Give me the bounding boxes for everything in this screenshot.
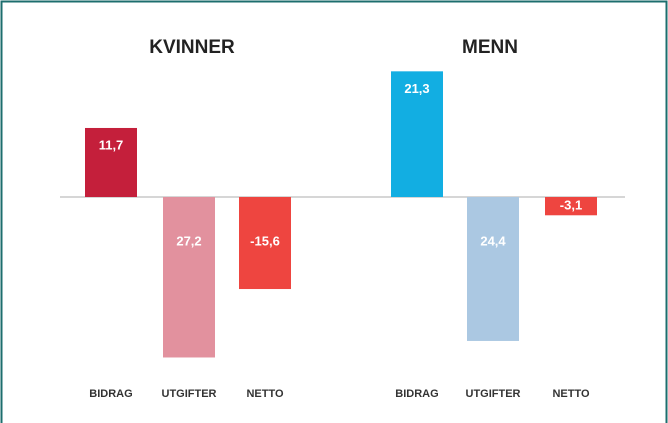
bar — [239, 197, 291, 290]
category-label: NETTO — [552, 388, 590, 400]
bar — [467, 197, 519, 341]
category-label: BIDRAG — [395, 388, 438, 400]
bar — [163, 197, 215, 358]
value-label: 21,3 — [404, 81, 429, 96]
value-label: -3,1 — [560, 198, 582, 213]
bar — [545, 197, 597, 216]
category-label: NETTO — [246, 388, 284, 400]
value-label: 24,4 — [480, 233, 506, 248]
bar — [391, 71, 443, 197]
panel-title: KVINNER — [149, 37, 235, 58]
category-label: BIDRAG — [89, 388, 132, 400]
value-label: -15,6 — [250, 233, 280, 248]
value-label: 27,2 — [176, 233, 201, 248]
panel-title: MENN — [462, 37, 518, 58]
category-label: UTGIFTER — [466, 388, 521, 400]
bar — [85, 127, 137, 197]
value-label: 11,7 — [99, 137, 124, 152]
category-label: UTGIFTER — [162, 388, 217, 400]
